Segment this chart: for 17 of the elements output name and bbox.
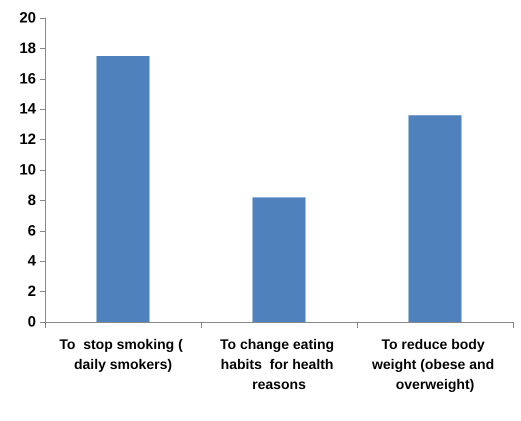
x-tick-label: To stop smoking ( daily smokers) xyxy=(59,336,187,372)
y-tick-label: 0 xyxy=(28,314,36,330)
y-tick-label: 18 xyxy=(19,40,36,57)
y-tick-label: 6 xyxy=(28,222,36,240)
y-tick-label: 16 xyxy=(19,70,36,88)
y-tick-label: 20 xyxy=(19,10,36,26)
y-tick-label: 8 xyxy=(28,192,36,209)
x-tick-label: To change eating habits for health reasons xyxy=(220,336,338,392)
y-tick-label: 12 xyxy=(19,131,36,148)
y-tick-label: 10 xyxy=(19,162,36,178)
y-tick-label: 2 xyxy=(28,283,36,300)
y-tick-label: 4 xyxy=(28,252,37,270)
bar xyxy=(96,56,150,322)
bar xyxy=(252,197,306,322)
x-tick-label: To reduce body weight (obese and overweight) xyxy=(370,336,498,392)
y-tick-label: 14 xyxy=(19,100,37,118)
bar xyxy=(408,115,462,322)
